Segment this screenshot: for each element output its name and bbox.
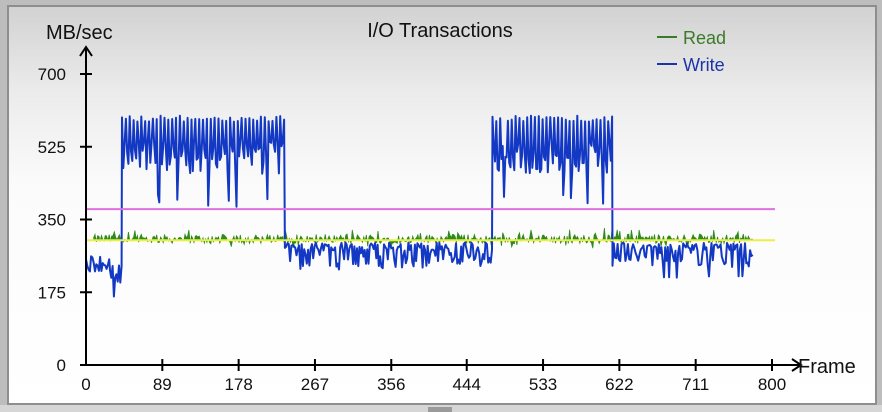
x-tick-label: 356 <box>377 375 405 394</box>
x-tick-label: 711 <box>682 375 709 394</box>
write-series <box>85 114 754 298</box>
x-axis <box>80 358 803 372</box>
legend-item-write[interactable]: Write <box>657 55 725 75</box>
y-tick-label: 700 <box>38 65 66 84</box>
plot-series <box>85 114 754 298</box>
y-tick-label: 0 <box>57 356 66 375</box>
chart-title: I/O Transactions <box>367 20 513 42</box>
y-ticks: 0 175 350 525 700 <box>38 65 92 375</box>
x-tick-label: 267 <box>301 375 329 394</box>
x-tick-label: 89 <box>153 375 172 394</box>
x-tick-label: 444 <box>453 375 481 394</box>
x-axis-arrow-icon <box>791 358 803 372</box>
x-ticks: 0 89 178 267 356 444 533 622 711 800 <box>81 359 786 394</box>
x-axis-title: Frame <box>798 356 856 378</box>
x-tick-label: 178 <box>224 375 252 394</box>
chart-panel <box>7 5 877 405</box>
y-tick-label: 350 <box>38 211 66 230</box>
legend-label-write: Write <box>683 55 725 75</box>
y-axis <box>79 45 93 365</box>
y-tick-label: 525 <box>38 138 66 157</box>
x-tick-label: 622 <box>605 375 633 394</box>
x-tick-label: 0 <box>81 375 90 394</box>
reference-lines <box>86 208 775 242</box>
legend-item-read[interactable]: Read <box>657 28 726 48</box>
y-tick-label: 175 <box>38 283 66 302</box>
x-tick-label: 533 <box>529 375 557 394</box>
legend-label-read: Read <box>683 28 726 48</box>
y-axis-title: MB/sec <box>46 22 113 44</box>
legend: Read Write <box>657 28 726 75</box>
y-axis-arrow-icon <box>79 45 93 57</box>
x-tick-label: 800 <box>758 375 786 394</box>
resize-handle[interactable] <box>428 407 452 412</box>
